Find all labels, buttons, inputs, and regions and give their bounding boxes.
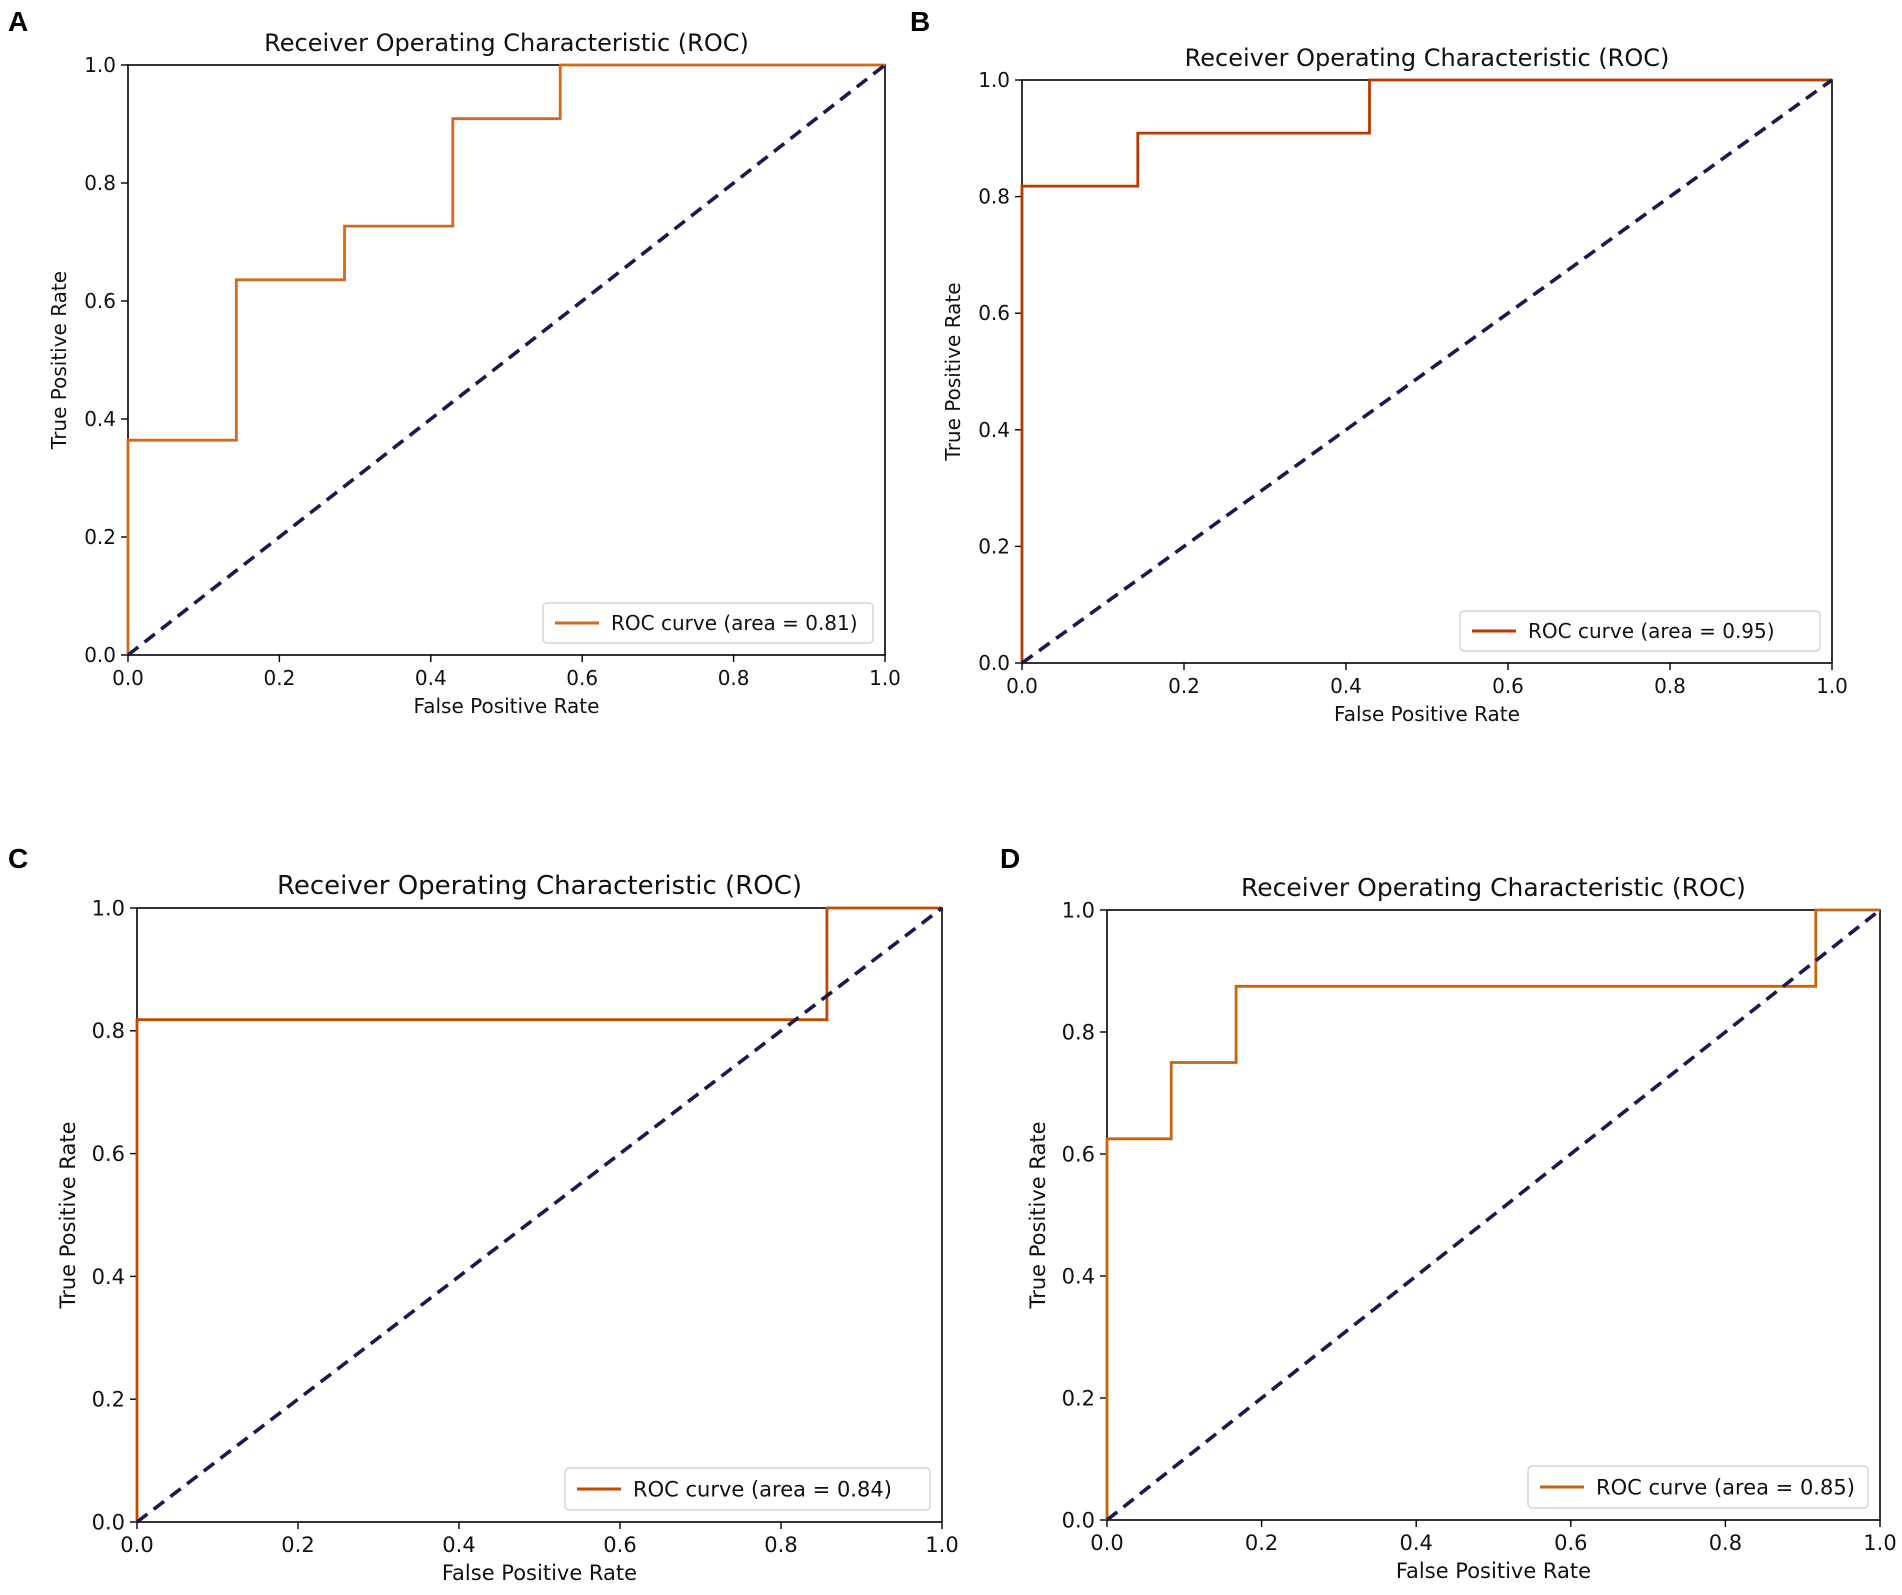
x-tick-label-c-3: 0.6 (603, 1533, 636, 1557)
y-tick-label-d-4: 0.8 (1062, 1020, 1095, 1044)
y-axis-label-a: True Positive Rate (47, 271, 71, 450)
legend-box-d (1527, 1465, 1869, 1509)
legend-label-a: ROC curve (area = 0.81) (611, 611, 858, 635)
y-tick-label-d-5: 1.0 (1062, 898, 1095, 922)
chance-line-c (135, 906, 944, 1524)
legend-box-a (542, 602, 874, 644)
x-tick-label-a-2: 0.4 (415, 666, 447, 690)
y-tick-label-c-2: 0.4 (92, 1265, 125, 1289)
y-axis-label-b: True Positive Rate (941, 282, 965, 461)
y-tick-label-a-1: 0.2 (84, 525, 116, 549)
x-tick-label-c-4: 0.8 (764, 1533, 797, 1557)
y-tick-label-b-1: 0.2 (978, 534, 1010, 558)
legend-box-c (564, 1467, 931, 1511)
x-axis-label-d: False Positive Rate (1396, 1559, 1591, 1583)
chart-title-a: Receiver Operating Characteristic (ROC) (264, 29, 749, 57)
legend-label-d: ROC curve (area = 0.85) (1596, 1476, 1855, 1500)
x-tick-label-b-4: 0.8 (1654, 674, 1686, 698)
y-tick-label-d-3: 0.6 (1062, 1142, 1095, 1166)
panel-letter-b: B (910, 6, 931, 37)
chart-title-b: Receiver Operating Characteristic (ROC) (1185, 44, 1670, 72)
x-tick-label-a-0: 0.0 (112, 666, 144, 690)
chance-line-b (1020, 78, 1834, 665)
chart-c: 0.0 0.2 0.4 0.6 0.8 1.0 0.0 0.2 0.4 0.6 0.8 1.0 Rece… (56, 871, 959, 1585)
x-tick-label-a-5: 1.0 (869, 666, 901, 690)
y-axis-label-c: True Positive Rate (56, 1121, 80, 1309)
panel-letter-c: C (8, 843, 29, 874)
y-tick-label-b-3: 0.6 (978, 301, 1010, 325)
chart-d: 0.0 0.2 0.4 0.6 0.8 1.0 0.0 0.2 0.4 0.6 0.8 1.0 Rece… (1026, 873, 1897, 1583)
x-tick-label-d-0: 0.0 (1090, 1531, 1123, 1555)
x-tick-label-b-5: 1.0 (1816, 674, 1848, 698)
x-axis-label-b: False Positive Rate (1334, 702, 1520, 726)
legend-c: ROC curve (area = 0.84) (564, 1467, 931, 1511)
y-tick-label-a-0: 0.0 (84, 643, 116, 667)
x-tick-label-a-4: 0.8 (718, 666, 750, 690)
chart-a: 0.0 0.2 0.4 0.6 0.8 1.0 0.0 0.2 0.4 0.6 0.8 1.0 Rece… (47, 29, 901, 718)
legend-b: ROC curve (area = 0.95) (1459, 610, 1821, 652)
y-tick-label-c-1: 0.2 (92, 1388, 125, 1412)
y-tick-label-c-0: 0.0 (92, 1510, 125, 1534)
y-tick-label-a-4: 0.8 (84, 171, 116, 195)
y-tick-label-d-0: 0.0 (1062, 1508, 1095, 1532)
y-tick-label-c-5: 1.0 (92, 896, 125, 920)
chance-line-a (126, 63, 887, 657)
chance-line-d (1105, 908, 1882, 1522)
x-axis-label-a: False Positive Rate (414, 694, 600, 718)
x-tick-label-b-3: 0.6 (1492, 674, 1524, 698)
x-tick-label-b-0: 0.0 (1006, 674, 1038, 698)
y-tick-label-d-2: 0.4 (1062, 1264, 1095, 1288)
legend-a: ROC curve (area = 0.81) (542, 602, 874, 644)
y-tick-label-a-2: 0.4 (84, 407, 116, 431)
x-axis-label-c: False Positive Rate (442, 1561, 637, 1585)
x-tick-label-b-1: 0.2 (1168, 674, 1200, 698)
x-tick-label-c-5: 1.0 (925, 1533, 958, 1557)
y-tick-label-d-1: 0.2 (1062, 1386, 1095, 1410)
x-tick-label-c-1: 0.2 (281, 1533, 314, 1557)
x-tick-label-d-2: 0.4 (1399, 1531, 1432, 1555)
x-tick-label-b-2: 0.4 (1330, 674, 1362, 698)
y-tick-label-b-4: 0.8 (978, 185, 1010, 209)
x-tick-label-a-3: 0.6 (566, 666, 598, 690)
roc-curve-a (126, 63, 885, 655)
y-axis-label-d: True Positive Rate (1026, 1121, 1050, 1309)
x-tick-label-d-4: 0.8 (1709, 1531, 1742, 1555)
y-tick-label-b-2: 0.4 (978, 418, 1010, 442)
legend-box-b (1459, 610, 1821, 652)
x-tick-label-a-1: 0.2 (263, 666, 295, 690)
legend-label-c: ROC curve (area = 0.84) (633, 1478, 892, 1502)
chart-b: 0.0 0.2 0.4 0.6 0.8 1.0 0.0 0.2 0.4 0.6 0.8 1.0 Rece… (941, 44, 1848, 726)
panel-letter-d: D (1000, 843, 1021, 874)
x-tick-label-d-3: 0.6 (1554, 1531, 1587, 1555)
roc-curve-c (135, 906, 942, 1522)
y-tick-label-b-5: 1.0 (978, 68, 1010, 92)
y-tick-label-a-5: 1.0 (84, 53, 116, 77)
y-tick-label-b-0: 0.0 (978, 651, 1010, 675)
plot-area-a (127, 64, 886, 656)
y-tick-label-c-4: 0.8 (92, 1019, 125, 1043)
chart-title-c: Receiver Operating Characteristic (ROC) (277, 871, 802, 901)
x-tick-label-c-2: 0.4 (442, 1533, 475, 1557)
x-tick-label-d-5: 1.0 (1863, 1531, 1896, 1555)
y-tick-label-a-3: 0.6 (84, 289, 116, 313)
y-tick-label-c-3: 0.6 (92, 1142, 125, 1166)
legend-d: ROC curve (area = 0.85) (1527, 1465, 1869, 1509)
panel-letter-a: A (8, 6, 29, 37)
x-tick-label-d-1: 0.2 (1245, 1531, 1278, 1555)
x-tick-label-c-0: 0.0 (120, 1533, 153, 1557)
chart-title-d: Receiver Operating Characteristic (ROC) (1241, 873, 1746, 902)
roc-curve-b (1020, 78, 1832, 663)
roc-curve-d (1105, 908, 1880, 1520)
legend-label-b: ROC curve (area = 0.95) (1528, 619, 1775, 643)
